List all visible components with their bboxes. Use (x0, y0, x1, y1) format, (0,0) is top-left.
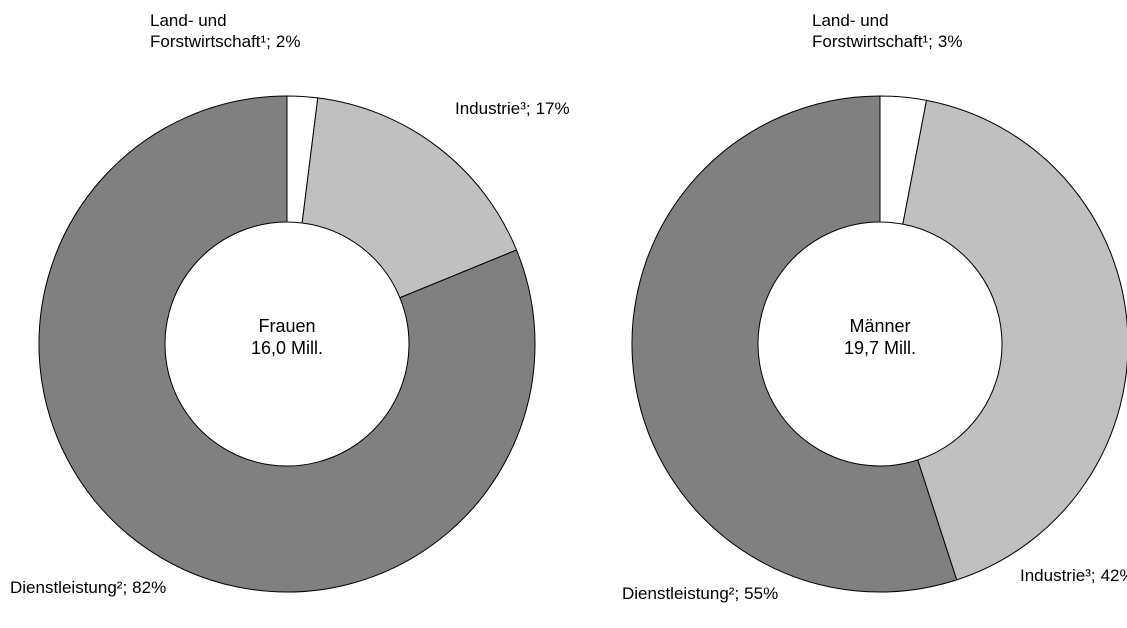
value-label: 2% (275, 32, 301, 51)
category-label: Industrie³; (1020, 566, 1096, 585)
value-label: 17% (535, 99, 570, 118)
center-title: Männer (849, 316, 910, 336)
segment-label: Land- und Forstwirtschaft¹; 2% (150, 10, 350, 52)
value-label: 3% (937, 32, 963, 51)
center-title: Frauen (258, 316, 315, 336)
category-label: Dienstleistung²; (10, 578, 128, 597)
category-label: Land- und Forstwirtschaft¹; (150, 11, 271, 51)
donut-segment (38, 95, 536, 593)
segment-label: Land- und Forstwirtschaft¹; 3% (812, 10, 1012, 52)
segment-label: Dienstleistung²; 55% (622, 583, 778, 604)
value-label: 55% (744, 584, 779, 603)
value-label: 42% (1100, 566, 1127, 585)
center-subtitle: 19,7 Mill. (844, 338, 916, 358)
segment-label: Industrie³;42% (1020, 565, 1127, 586)
segment-label: Dienstleistung²; 82% (10, 577, 166, 598)
category-label: Dienstleistung²; (622, 584, 740, 603)
value-label: 82% (132, 578, 167, 597)
donut-segment (301, 97, 518, 299)
donut-segment (631, 95, 958, 593)
category-label: Industrie³; (455, 99, 531, 118)
center-subtitle: 16,0 Mill. (251, 338, 323, 358)
segment-label: Industrie³; 17% (455, 98, 570, 119)
category-label: Land- und Forstwirtschaft¹; (812, 11, 933, 51)
donut-segment (902, 99, 1127, 581)
